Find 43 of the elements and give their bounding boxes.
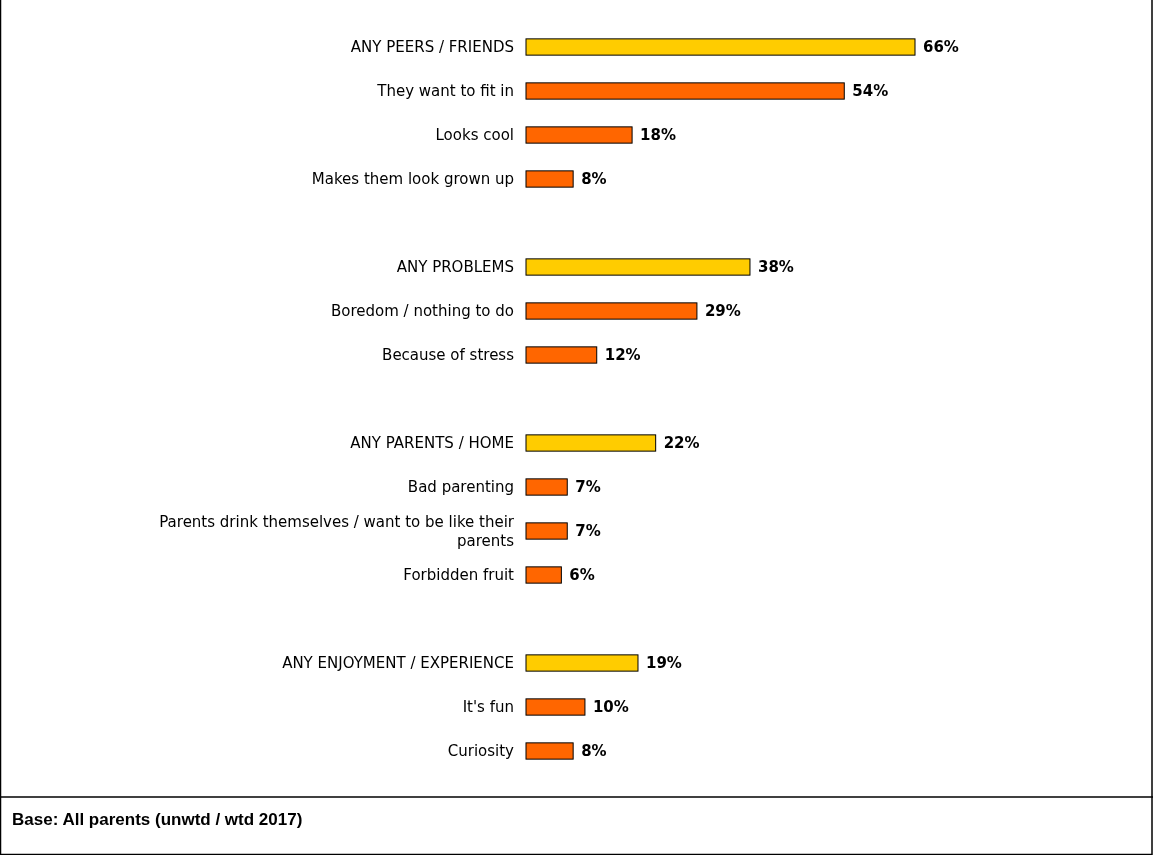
bar <box>525 654 639 672</box>
data-label: 38% <box>757 258 794 276</box>
bar <box>525 346 598 364</box>
bar <box>525 478 568 496</box>
y-tick-label: They want to fit in <box>376 82 514 100</box>
data-label: 66% <box>923 38 959 56</box>
bar <box>525 302 698 320</box>
data-label: 7% <box>575 478 601 496</box>
data-label: 8% <box>581 742 607 760</box>
bar <box>525 522 568 540</box>
y-tick-label: Makes them look grown up <box>311 170 514 188</box>
text: Base: All parents (unwtd / wtd 2017) <box>12 810 303 829</box>
bar <box>525 82 845 100</box>
bar <box>525 566 562 584</box>
bar <box>525 434 657 452</box>
data-label: 8% <box>581 170 607 188</box>
y-tick-label: Parents drink themselves / want to be like their parents <box>159 512 515 550</box>
data-label: 7% <box>575 522 601 540</box>
y-tick-label: Curiosity <box>447 742 515 760</box>
y-tick-label: Boredom / nothing to do <box>331 302 514 320</box>
data-label: 6% <box>569 566 595 584</box>
y-tick-label: It's fun <box>462 698 514 716</box>
data-label: 54% <box>852 82 889 100</box>
bar <box>525 258 751 276</box>
y-tick-label: Looks cool <box>435 126 514 144</box>
y-tick-label: ANY ENJOYMENT / EXPERIENCE <box>282 654 514 672</box>
y-tick-label: Forbidden fruit <box>403 566 515 584</box>
data-label: 18% <box>640 126 676 144</box>
data-label: 29% <box>704 302 741 320</box>
y-tick-label: ANY PROBLEMS <box>396 258 514 276</box>
bar <box>525 38 916 56</box>
y-tick-label: Because of stress <box>382 346 515 364</box>
data-label: 22% <box>663 434 700 452</box>
data-label: 10% <box>592 698 629 716</box>
bar <box>525 698 586 716</box>
bar <box>525 742 574 760</box>
data-label: 12% <box>604 346 641 364</box>
bar <box>525 170 574 188</box>
y-tick-label: ANY PARENTS / HOME <box>350 434 514 452</box>
y-tick-label: ANY PEERS / FRIENDS <box>350 38 514 56</box>
data-label: 19% <box>645 654 682 672</box>
y-tick-label: Bad parenting <box>407 478 514 496</box>
bar <box>525 126 633 144</box>
